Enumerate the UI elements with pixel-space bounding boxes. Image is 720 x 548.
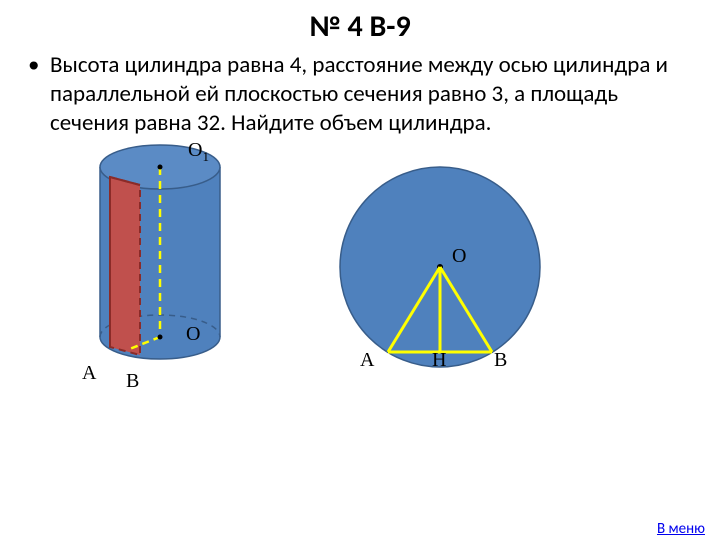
label-o-right: О (452, 245, 466, 268)
label-a-left: А (82, 362, 96, 385)
label-o1: О1 (188, 139, 209, 165)
problem-text: Высота цилиндра равна 4, расстояние межд… (0, 51, 720, 137)
diagrams-container: О1 О А В О А Н В (0, 137, 720, 417)
label-o-left: О (186, 323, 200, 346)
label-h-right: Н (432, 349, 446, 372)
label-b-left: В (126, 370, 139, 393)
menu-link[interactable]: В меню (657, 520, 705, 538)
label-a-right: А (360, 349, 374, 372)
label-b-right: В (494, 349, 507, 372)
cylinder-diagram (70, 137, 290, 397)
title: № 4 В-9 (0, 8, 720, 45)
